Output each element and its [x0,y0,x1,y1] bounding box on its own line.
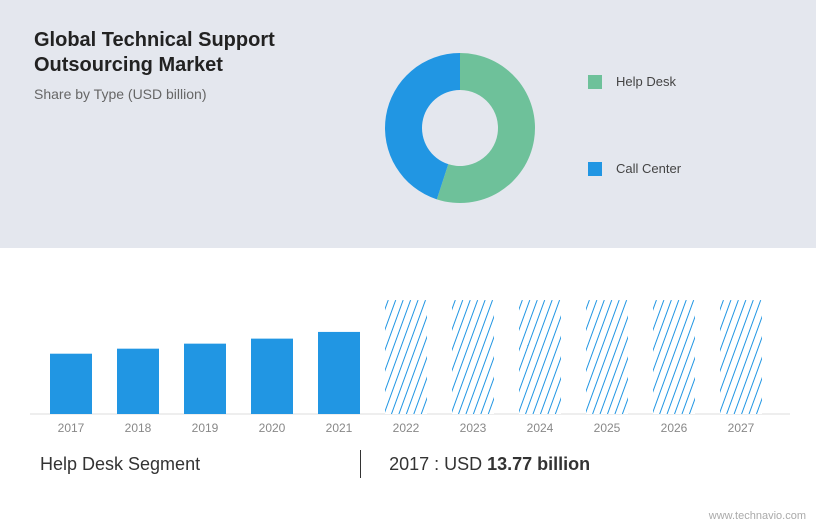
title-line-2: Outsourcing Market [34,54,223,76]
bar-year-label: 2027 [728,421,755,435]
bar [385,300,427,414]
bar-year-label: 2017 [58,421,85,435]
footer-value: 2017 : USD 13.77 billion [389,454,590,475]
bar-year-label: 2024 [527,421,554,435]
footer-row: Help Desk Segment 2017 : USD 13.77 billi… [0,450,816,478]
donut-legend: Help Desk Call Center [588,74,681,248]
bar-year-label: 2022 [393,421,420,435]
donut-svg [380,48,540,208]
bar [184,344,226,414]
bar-year-label: 2026 [661,421,688,435]
donut-chart [380,48,540,213]
bar [50,354,92,414]
title-block: Global Technical Support Outsourcing Mar… [34,28,334,102]
footer-segment-label: Help Desk Segment [40,454,200,475]
bar [653,300,695,414]
bar [452,300,494,414]
bar-year-label: 2020 [259,421,286,435]
bar [117,349,159,414]
title-line-1: Global Technical Support [34,29,275,51]
footer-divider [360,450,361,478]
watermark: www.technavio.com [709,510,806,522]
bar-year-label: 2019 [192,421,219,435]
bar-year-label: 2018 [125,421,152,435]
legend-swatch [588,162,602,176]
bar [318,332,360,414]
bar-chart: 2017 2018 2019 2020 2021 2022 2023 2024 2025 2026… [30,280,790,440]
bar [586,300,628,414]
chart-title: Global Technical Support Outsourcing Mar… [34,28,334,78]
bar-year-label: 2025 [594,421,621,435]
top-panel: Global Technical Support Outsourcing Mar… [0,0,816,248]
bar [720,300,762,414]
legend-item-help-desk: Help Desk [588,74,681,89]
bar-chart-svg: 2017 2018 2019 2020 2021 2022 2023 2024 2025 2026… [30,280,790,440]
footer-value-prefix: 2017 : USD [389,454,487,474]
footer-value-bold: 13.77 billion [487,454,590,474]
bar-year-label: 2021 [326,421,353,435]
legend-label: Call Center [616,161,681,176]
bar [519,300,561,414]
bar [251,339,293,414]
legend-swatch [588,75,602,89]
bar-year-label: 2023 [460,421,487,435]
legend-item-call-center: Call Center [588,161,681,176]
chart-subtitle: Share by Type (USD billion) [34,86,334,102]
legend-label: Help Desk [616,74,676,89]
